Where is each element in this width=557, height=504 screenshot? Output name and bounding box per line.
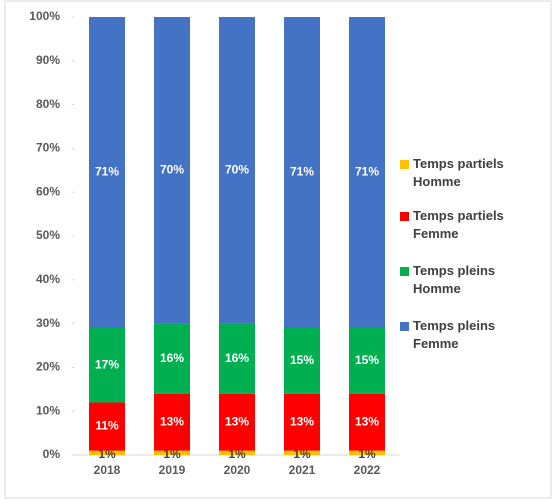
- legend-item: Temps partiels Femme: [400, 207, 520, 243]
- x-tick-label: 2022: [354, 463, 381, 477]
- bar-segment: [284, 450, 320, 455]
- bar-segment: [349, 450, 385, 455]
- data-label: 13%: [355, 414, 379, 428]
- y-tick-label: 30%: [36, 316, 60, 330]
- chart-border: [4, 0, 552, 499]
- data-label: 70%: [225, 162, 249, 176]
- bar-segment: [154, 17, 190, 324]
- x-tick-label: 2021: [289, 463, 316, 477]
- y-tick-label: 40%: [36, 272, 60, 286]
- y-tick-label: 70%: [36, 141, 60, 155]
- y-tick-label: 50%: [36, 228, 60, 242]
- legend-swatch: [400, 212, 409, 221]
- data-label: 15%: [290, 353, 314, 367]
- legend-swatch: [400, 322, 409, 331]
- data-label: 1%: [293, 447, 311, 461]
- legend-label: Temps pleins Homme: [413, 263, 496, 296]
- data-label: 70%: [160, 162, 184, 176]
- bar-segment: [89, 17, 125, 328]
- bar-segment: [219, 323, 255, 394]
- data-label: 1%: [163, 447, 181, 461]
- bar-segment: [349, 17, 385, 328]
- bar-segment: [154, 323, 190, 394]
- legend-swatch: [400, 267, 409, 276]
- bar-segment: [89, 450, 125, 455]
- legend-swatch: [400, 160, 409, 169]
- legend-item: Temps partiels Homme: [400, 155, 520, 191]
- legend-label: Temps partiels Homme: [413, 156, 504, 189]
- bar-segment: [154, 393, 190, 451]
- x-tick-label: 2020: [224, 463, 251, 477]
- data-label: 13%: [225, 414, 249, 428]
- y-tick-label: 90%: [36, 53, 60, 67]
- data-label: 71%: [290, 165, 314, 179]
- legend-label: Temps pleins Femme: [413, 318, 496, 351]
- data-label: 1%: [98, 447, 116, 461]
- bar-segment: [154, 450, 190, 455]
- y-tick-label: 80%: [36, 97, 60, 111]
- y-tick-label: 20%: [36, 360, 60, 374]
- y-tick-label: 0%: [43, 447, 61, 461]
- bar-segment: [284, 17, 320, 328]
- data-label: 16%: [225, 351, 249, 365]
- data-label: 71%: [95, 165, 119, 179]
- data-label: 16%: [160, 351, 184, 365]
- bar-segment: [89, 402, 125, 451]
- bar-segment: [219, 17, 255, 324]
- bar-segment: [219, 450, 255, 455]
- data-label: 13%: [290, 414, 314, 428]
- data-label: 1%: [358, 447, 376, 461]
- data-label: 13%: [160, 414, 184, 428]
- bar-segment: [349, 393, 385, 451]
- data-label: 11%: [95, 419, 119, 433]
- y-tick-label: 100%: [29, 9, 60, 23]
- data-label: 71%: [355, 165, 379, 179]
- y-tick-label: 10%: [36, 403, 60, 417]
- x-tick-label: 2019: [159, 463, 186, 477]
- data-label: 17%: [95, 357, 119, 371]
- data-label: 1%: [228, 447, 246, 461]
- bar-segment: [284, 393, 320, 451]
- legend-item: Temps pleins Femme: [400, 317, 520, 353]
- x-tick-label: 2018: [94, 463, 121, 477]
- bar-segment: [284, 327, 320, 394]
- bar-segment: [219, 393, 255, 451]
- data-label: 15%: [355, 353, 379, 367]
- legend-label: Temps partiels Femme: [413, 208, 504, 241]
- bar-segment: [349, 327, 385, 394]
- bar-segment: [89, 327, 125, 403]
- legend-item: Temps pleins Homme: [400, 262, 520, 298]
- y-tick-label: 60%: [36, 184, 60, 198]
